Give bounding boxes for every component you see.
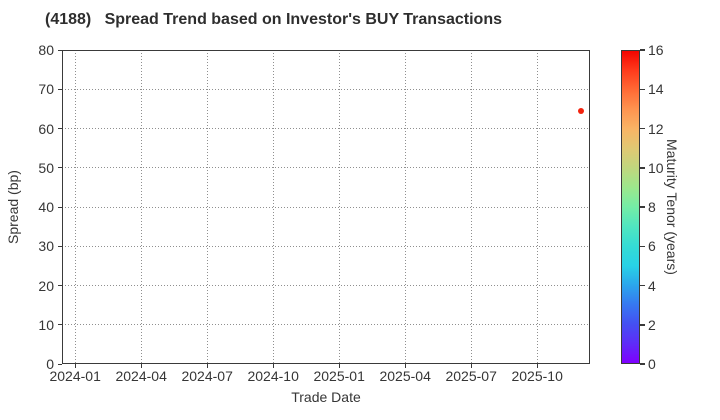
x-axis-label: Trade Date — [291, 389, 361, 405]
x-gridline — [206, 50, 208, 364]
colorbar-tick-label: 14 — [648, 81, 664, 98]
x-gridline — [140, 50, 142, 364]
x-axis-tick — [338, 364, 340, 368]
x-axis-tick — [140, 364, 142, 368]
y-axis-tick — [58, 285, 62, 286]
x-tick-label: 2025-10 — [511, 368, 563, 384]
colorbar-tick — [640, 127, 645, 130]
y-tick-label: 80 — [38, 42, 54, 58]
colorbar-tick — [640, 49, 645, 51]
y-tick-label: 0 — [46, 356, 54, 372]
scatter-point — [578, 107, 585, 114]
x-axis-tick — [272, 364, 274, 368]
colorbar-tick — [640, 245, 645, 247]
y-gridline — [62, 167, 590, 169]
colorbar — [621, 50, 640, 364]
colorbar-tick — [640, 88, 645, 90]
y-axis-tick — [58, 167, 62, 169]
colorbar-tick-label: 12 — [648, 120, 664, 137]
x-tick-label: 2025-07 — [445, 368, 497, 384]
y-tick-label: 40 — [38, 199, 54, 215]
colorbar-tick-label: 8 — [648, 199, 656, 215]
x-gridline — [74, 50, 76, 364]
y-tick-label: 10 — [38, 316, 54, 333]
chart-title: (4188) Spread Trend based on Investor's … — [45, 11, 502, 28]
y-axis-tick — [58, 206, 62, 208]
y-gridline — [62, 285, 590, 286]
y-axis-tick — [58, 324, 62, 326]
x-tick-label: 2024-07 — [181, 368, 233, 384]
colorbar-tick-label: 10 — [648, 159, 664, 176]
y-axis-tick — [58, 245, 62, 247]
x-axis-tick — [74, 364, 76, 368]
y-axis-tick — [58, 128, 62, 129]
x-gridline — [470, 50, 472, 364]
x-tick-label: 2024-04 — [115, 368, 167, 384]
y-tick-label: 30 — [38, 238, 54, 255]
colorbar-tick-label: 16 — [648, 42, 664, 58]
x-gridline — [272, 50, 274, 364]
y-tick-label: 70 — [38, 81, 54, 98]
y-gridline — [62, 128, 590, 129]
x-tick-label: 2024-01 — [49, 368, 101, 384]
x-gridline — [536, 50, 538, 364]
x-tick-label: 2025-04 — [379, 368, 431, 384]
colorbar-tick-label: 6 — [648, 238, 656, 255]
colorbar-tick — [640, 167, 645, 169]
y-tick-label: 20 — [38, 277, 54, 294]
x-axis-tick — [536, 364, 538, 368]
x-gridline — [404, 50, 406, 364]
x-axis-tick — [470, 364, 472, 368]
x-tick-label: 2024-10 — [247, 368, 299, 384]
y-gridline — [62, 324, 590, 326]
x-gridline — [338, 50, 340, 364]
colorbar-tick-label: 0 — [648, 356, 656, 372]
colorbar-tick — [640, 284, 645, 287]
colorbar-tick-label: 4 — [648, 277, 656, 294]
x-axis-tick — [404, 364, 406, 368]
x-tick-label: 2025-01 — [313, 368, 365, 384]
y-gridline — [62, 88, 590, 90]
colorbar-tick-label: 2 — [648, 316, 656, 333]
y-axis-tick — [58, 363, 62, 365]
y-tick-label: 50 — [38, 159, 54, 176]
colorbar-tick — [640, 363, 645, 365]
colorbar-label: Maturity Tenor (years) — [664, 139, 680, 275]
colorbar-tick — [640, 324, 645, 326]
y-tick-label: 60 — [38, 120, 54, 137]
colorbar-tick — [640, 206, 645, 208]
y-axis-tick — [58, 88, 62, 90]
x-axis-tick — [206, 364, 208, 368]
y-gridline — [62, 245, 590, 247]
y-gridline — [62, 206, 590, 208]
plot-area — [62, 50, 590, 364]
y-axis-tick — [58, 49, 62, 51]
